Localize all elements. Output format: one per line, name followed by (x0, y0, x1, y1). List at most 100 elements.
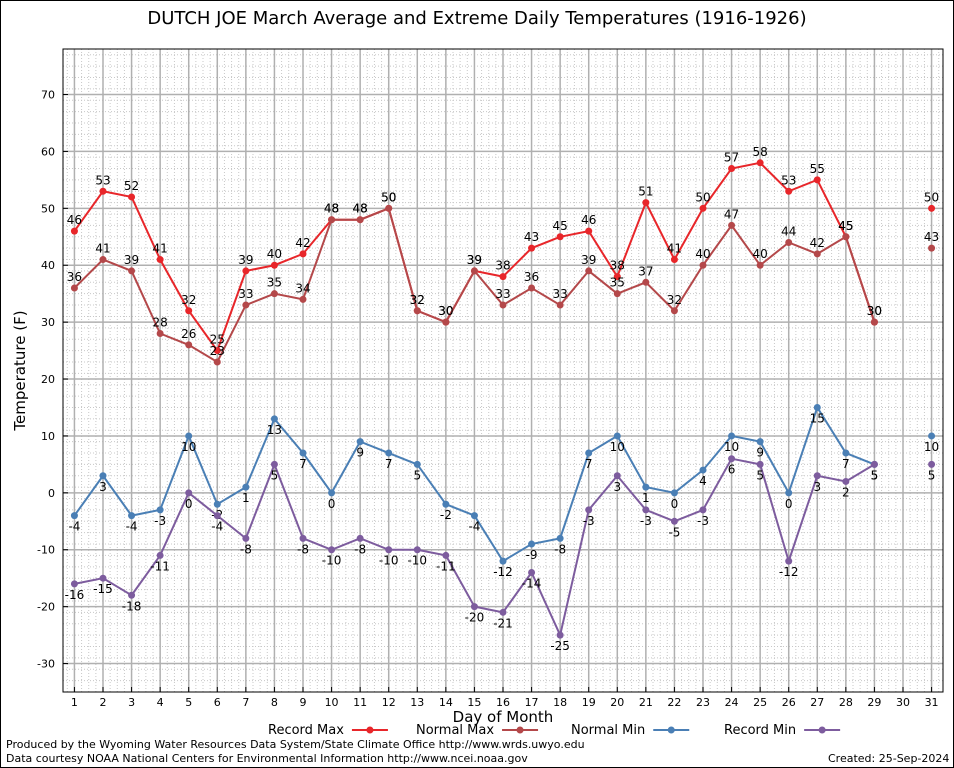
data-point (842, 449, 850, 457)
data-label: 44 (781, 224, 796, 238)
y-tick-label: 30 (41, 316, 55, 329)
data-point (642, 506, 650, 514)
y-axis-label: Temperature (F) (11, 310, 29, 431)
data-point (413, 307, 421, 315)
data-point (442, 551, 450, 559)
data-point (299, 250, 307, 258)
data-label: -4 (468, 520, 480, 534)
data-label: 58 (753, 145, 768, 159)
x-tick-label: 8 (271, 696, 278, 709)
data-label: 3 (99, 480, 107, 494)
x-tick-label: 22 (667, 696, 681, 709)
data-label: 9 (756, 446, 764, 460)
footer-created: Created: 25-Sep-2024 (828, 752, 950, 765)
data-label: 39 (124, 253, 139, 267)
legend-label: Normal Min (571, 723, 645, 738)
data-point (242, 301, 250, 309)
data-label: 50 (381, 190, 396, 204)
data-point (270, 460, 278, 468)
data-point (356, 438, 364, 446)
data-label: -5 (668, 525, 680, 539)
data-point (813, 250, 821, 258)
data-label: -25 (550, 639, 570, 653)
data-label: 32 (410, 293, 425, 307)
data-label: 41 (667, 242, 682, 256)
data-label: 10 (181, 440, 196, 454)
data-label: 50 (924, 190, 939, 204)
x-tick-label: 11 (353, 696, 367, 709)
data-point (785, 557, 793, 565)
data-point (70, 284, 78, 292)
data-label: 13 (267, 423, 282, 437)
data-point (156, 256, 164, 264)
data-point (642, 278, 650, 286)
data-label: 33 (238, 287, 253, 301)
data-point (528, 284, 536, 292)
data-label: -8 (354, 542, 366, 556)
data-point (156, 506, 164, 514)
data-point (242, 534, 250, 542)
x-tick-label: 17 (525, 696, 539, 709)
data-point (556, 233, 564, 241)
data-label: 39 (238, 253, 253, 267)
data-point (613, 273, 621, 281)
data-point (699, 261, 707, 269)
data-point (699, 204, 707, 212)
data-point (99, 574, 107, 582)
data-point (185, 307, 193, 315)
data-label: 1 (242, 491, 250, 505)
data-point (128, 193, 136, 201)
data-label: -8 (554, 542, 566, 556)
data-label: -20 (465, 611, 485, 625)
x-tick-label: 31 (925, 696, 939, 709)
data-point (670, 517, 678, 525)
data-label: 3 (613, 480, 621, 494)
x-tick-label: 2 (100, 696, 107, 709)
data-point (613, 472, 621, 480)
data-point (528, 244, 536, 252)
data-label: 39 (467, 253, 482, 267)
data-label: -10 (322, 554, 342, 568)
data-point (728, 221, 736, 229)
data-label: -2 (440, 508, 452, 522)
data-point (270, 290, 278, 298)
data-point (756, 438, 764, 446)
data-label: 32 (667, 293, 682, 307)
data-point (70, 580, 78, 588)
data-label: 3 (813, 480, 821, 494)
data-label: 41 (153, 242, 168, 256)
x-tick-label: 16 (496, 696, 510, 709)
data-label: 52 (124, 179, 139, 193)
data-point (242, 483, 250, 491)
data-label: -4 (68, 520, 80, 534)
data-point (413, 546, 421, 554)
data-label: 0 (185, 497, 193, 511)
data-point (642, 199, 650, 207)
data-label: 9 (356, 446, 364, 460)
data-label: 46 (67, 213, 82, 227)
data-point (385, 449, 393, 457)
data-label: 0 (785, 497, 793, 511)
data-point (556, 301, 564, 309)
data-point (813, 176, 821, 184)
data-label: -11 (150, 559, 170, 573)
data-point (99, 472, 107, 480)
data-label: 26 (181, 327, 196, 341)
data-point (670, 307, 678, 315)
data-point (70, 227, 78, 235)
data-point (270, 261, 278, 269)
data-label: 7 (842, 457, 850, 471)
data-label: 48 (324, 202, 339, 216)
data-point (928, 432, 936, 440)
data-point (928, 204, 936, 212)
x-tick-label: 29 (867, 696, 881, 709)
data-label: 0 (328, 497, 336, 511)
data-point (442, 318, 450, 326)
footer-courtesy: Data courtesy NOAA National Centers for … (6, 752, 528, 765)
data-point (642, 483, 650, 491)
x-tick-label: 27 (810, 696, 824, 709)
data-label: 48 (353, 202, 368, 216)
data-point (556, 534, 564, 542)
x-tick-label: 5 (185, 696, 192, 709)
